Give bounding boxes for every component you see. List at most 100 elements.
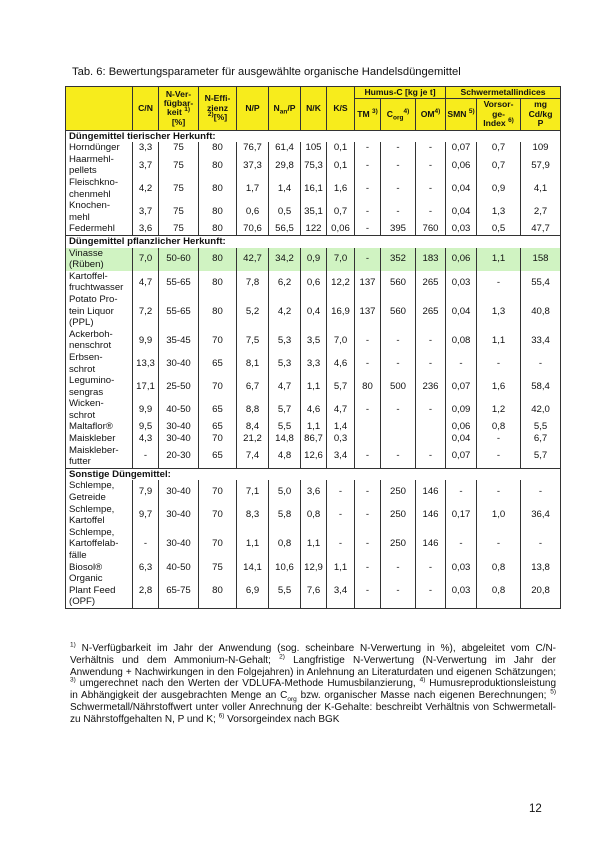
empty-cell: [354, 421, 381, 434]
table-cell: 0,06: [445, 247, 478, 271]
table-cell: -: [445, 526, 478, 562]
table-cell: -: [354, 503, 381, 527]
table-cell: -: [414, 398, 447, 422]
cell-line: Fleischkno-: [69, 177, 119, 188]
cell-line: Erbsen-: [69, 351, 103, 363]
table-cell: 5,8: [268, 503, 301, 527]
table-cell: 1,0: [476, 503, 522, 527]
row-name: Schlempe, Kartoffelab-fälle: [65, 526, 133, 562]
table-cell: 3,3: [300, 351, 327, 376]
text-segment: Vorsorgeindex nach BGK: [224, 713, 340, 725]
table-cell: 12,2: [326, 270, 355, 294]
text-segment: keit: [167, 107, 185, 118]
table-cell: 70: [198, 503, 237, 527]
row-name: Legumino-sengras: [65, 375, 133, 399]
row-name: Vinasse (Rüben): [65, 247, 133, 271]
table-cell: 12,9: [300, 561, 327, 574]
table-cell: 75: [158, 177, 199, 201]
table-cell: 1,2: [476, 398, 522, 422]
row-name: Biosol®: [65, 561, 133, 574]
table-cell: -: [132, 444, 159, 469]
cell-line: Biosol®: [69, 561, 103, 573]
table-cell: 75: [158, 142, 199, 154]
table-cell: 1,6: [476, 375, 522, 399]
table-cell: 0,07: [445, 444, 478, 469]
table-cell: -: [380, 153, 416, 177]
table-cell: 236: [414, 375, 447, 399]
table-cell: 4,8: [268, 444, 301, 469]
table-cell: 0,7: [476, 142, 522, 154]
text-segment: umgerechnet nach den Werten der VDLUFA-M…: [75, 678, 420, 690]
table-cell: 40-50: [158, 398, 199, 422]
table-cell: 61,4: [268, 142, 301, 154]
text-segment: Langfristige N-Verwertung (N-Verwertung …: [70, 654, 556, 678]
superscript: 5): [550, 688, 556, 696]
header-cell: SMN 5): [445, 98, 478, 131]
table-row: Kartoffel-fruchtwasser 4,7 55-65 80 7,8 6,2 0,…: [65, 270, 562, 294]
cell-line: zienz: [206, 102, 228, 113]
table-cell: 25-50: [158, 375, 199, 399]
table-cell: 1,1: [326, 561, 355, 574]
table-cell: -: [354, 398, 381, 422]
text-segment: Index: [483, 118, 509, 129]
table-cell: 33,4: [520, 328, 562, 352]
table-cell: 1,1: [300, 526, 327, 562]
table-cell: 4,6: [300, 398, 327, 422]
superscript: 1): [184, 106, 190, 114]
data-table: C/N N-Ver-fügbar-keit 1) [%] N-Effi-zienz 2)…: [64, 85, 562, 609]
table-cell: -: [414, 328, 447, 352]
table-cell: 80: [354, 375, 381, 399]
cell-line: Horndünger: [69, 142, 120, 154]
section-title: Düngemittel tierischer Herkunft:: [64, 129, 562, 143]
text-segment: bzw. organischer Masse nach eigenen Bere…: [296, 690, 551, 702]
table-cell: 70: [198, 526, 237, 562]
table-cell: 8,4: [236, 421, 269, 434]
table-cell: 0,07: [445, 375, 478, 399]
table-cell: 0,04: [445, 177, 478, 201]
subscript: org: [392, 114, 404, 122]
table-cell: 57,9: [520, 153, 562, 177]
cell-line: Legumino-: [69, 375, 115, 387]
text-segment: C: [386, 108, 393, 119]
table-cell: 0,03: [445, 270, 478, 294]
table-cell: -: [354, 561, 381, 574]
table-row: Legumino-sengras 17,1 25-50 70 6,7 4,7 1,1 5,7 8…: [65, 375, 562, 399]
table-cell: 1,4: [326, 421, 355, 434]
cell-line: nenschrot: [69, 340, 112, 352]
table-cell: 3,6: [300, 480, 327, 504]
cell-line: 2)[%]: [200, 111, 235, 122]
table-cell: 14,1: [236, 561, 269, 574]
table-cell: 3,4: [326, 444, 355, 469]
table-row: Maiskleber 4,3 30-40 70 21,2 14,8 86,7 0,3 0,04-…: [65, 433, 562, 445]
table-cell: 75: [198, 561, 237, 574]
cell-line: Schlempe,: [69, 503, 115, 515]
table-cell: -: [414, 444, 447, 469]
table-cell: 40-50: [158, 561, 199, 574]
text-segment: Humusreproduktionsleistung in Abhängigke…: [70, 678, 557, 702]
row-name: Fleischkno-chenmehl: [65, 177, 133, 201]
table-cell: 0,04: [445, 200, 478, 224]
table-cell: 4,2: [268, 293, 301, 329]
superscript: 6): [218, 712, 225, 720]
table-cell: 55-65: [158, 293, 199, 329]
cell-line: Kartoffel-: [69, 270, 108, 282]
cell-line: Schlempe,: [69, 526, 115, 538]
table-cell: 56,5: [268, 223, 301, 236]
table-cell: 2,8: [132, 573, 159, 609]
table-cell: 0,8: [268, 526, 301, 562]
cell-line: K/S: [333, 102, 348, 113]
table-cell: -: [326, 503, 355, 527]
table-cell: 500: [380, 375, 416, 399]
row-name: Federmehl: [65, 223, 133, 236]
table-cell: 13,3: [132, 351, 159, 376]
table-cell: 6,9: [236, 573, 269, 609]
text-segment: Schwermetall/Nährstoffwert unter voller …: [70, 701, 556, 725]
table-row: Vinasse (Rüben) 7,0 50-60 80 42,7 34,2 0,9 7,0-3…: [65, 247, 562, 271]
table-cell: 0,5: [268, 200, 301, 224]
table-cell: -: [380, 142, 416, 154]
table-cell: 158: [520, 247, 562, 271]
table-cell: -: [380, 351, 416, 376]
table-cell: 137: [354, 293, 381, 329]
table-cell: 0,8: [476, 561, 522, 574]
empty-cell: [354, 433, 381, 445]
